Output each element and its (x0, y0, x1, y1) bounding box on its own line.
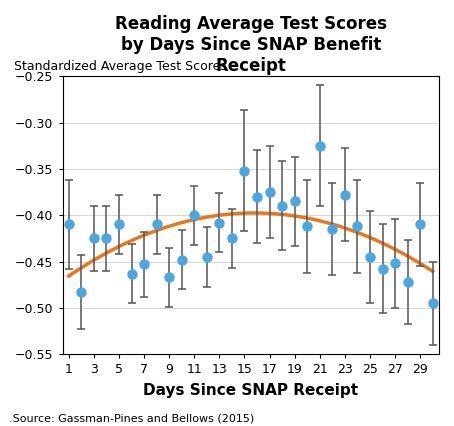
Text: Standardized Average Test Scores: Standardized Average Test Scores (14, 60, 227, 73)
Title: Reading Average Test Scores
by Days Since SNAP Benefit
Receipt: Reading Average Test Scores by Days Sinc… (115, 15, 387, 75)
Text: .Source: Gassman-Pines and Bellows (2015): .Source: Gassman-Pines and Bellows (2015… (9, 414, 254, 424)
X-axis label: Days Since SNAP Receipt: Days Since SNAP Receipt (143, 383, 358, 398)
